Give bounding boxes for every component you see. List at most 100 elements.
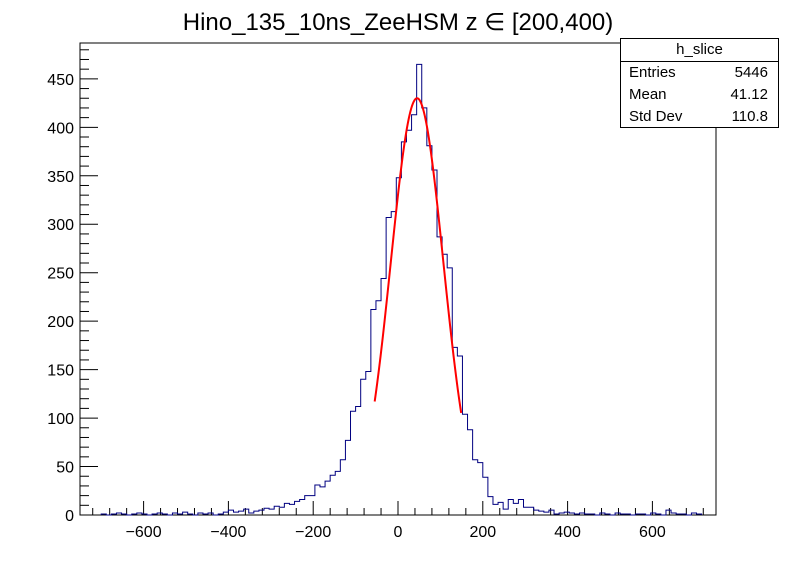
y-tick-label: 300 (47, 217, 74, 234)
histogram-bin (437, 237, 442, 515)
histogram-bin (605, 514, 610, 515)
histogram-bin (315, 485, 320, 515)
histogram-bin (396, 178, 401, 515)
histogram-bin (544, 512, 549, 515)
histogram-bin (620, 514, 625, 515)
y-tick-label: 200 (47, 314, 74, 331)
stats-value: 41.12 (730, 86, 768, 103)
histogram-bin (564, 512, 569, 515)
histogram-bin (691, 513, 696, 515)
histogram-bin (264, 508, 269, 515)
histogram-bin (376, 301, 381, 515)
histogram-bin (478, 463, 483, 515)
histogram-bin (585, 514, 590, 515)
histogram-bin (345, 440, 350, 515)
histogram-bin (676, 514, 681, 515)
histogram-bin (625, 514, 630, 515)
histogram-bin (457, 356, 462, 515)
histogram-bin (223, 512, 228, 515)
histogram-bin (233, 512, 238, 515)
histogram-outline (100, 63, 703, 516)
histogram-bin (137, 513, 142, 515)
histogram-bin (493, 504, 498, 515)
histogram-bin (641, 514, 646, 515)
stats-label: Entries (629, 64, 676, 81)
histogram-bin (340, 460, 345, 515)
histogram-bin (401, 142, 406, 515)
histogram-bin (554, 514, 559, 515)
y-tick-label: 450 (47, 72, 74, 89)
histogram-bin (513, 503, 518, 515)
y-tick-label: 100 (47, 411, 74, 428)
histogram-bin (615, 513, 620, 515)
histogram-bin (422, 108, 427, 515)
x-tick-label: −400 (210, 524, 246, 541)
chart-title: Hino_135_10ns_ZeeHSM z ∈ [200,400) (183, 9, 614, 36)
histogram-bin (122, 514, 127, 515)
y-tick-label: 0 (65, 508, 74, 525)
stats-row-stddev: Std Dev 110.8 (621, 106, 778, 128)
histogram-bin (203, 514, 208, 515)
histogram-bin (101, 514, 106, 515)
histogram-bin (356, 406, 361, 515)
histogram-series (100, 63, 703, 516)
histogram-bin (412, 115, 417, 515)
y-tick-label: 250 (47, 266, 74, 283)
histogram-bin (651, 513, 656, 515)
histogram-bin (498, 502, 503, 515)
stats-box-title: h_slice (621, 39, 778, 62)
x-tick-label: 0 (394, 524, 403, 541)
histogram-bin (152, 514, 157, 515)
histogram-bin (432, 170, 437, 515)
histogram-bin (579, 513, 584, 515)
histogram-bin (274, 506, 279, 515)
histogram-bin (549, 510, 554, 515)
stats-value: 110.8 (731, 108, 768, 125)
stats-row-mean: Mean 41.12 (621, 84, 778, 106)
histogram-bin (305, 496, 310, 515)
histogram-bin (473, 460, 478, 515)
y-tick-label: 50 (56, 460, 74, 477)
histogram-bin (208, 513, 213, 515)
histogram-bin (371, 310, 376, 515)
histogram-bin (559, 513, 564, 515)
histogram-bin (183, 512, 188, 515)
histogram-bin (518, 499, 523, 515)
histogram-bin (671, 513, 676, 515)
histogram-bin (142, 514, 147, 515)
y-tick-label: 150 (47, 363, 74, 380)
axes: −600 −400 −200 0 200 400 600 0 50 100 150 200 250 300… (47, 49, 704, 541)
histogram-bin (366, 372, 371, 515)
histogram-bin (188, 514, 193, 515)
histogram-bin (157, 513, 162, 515)
histogram-bin (320, 487, 325, 515)
histogram-bin (295, 501, 300, 515)
histogram-bin (681, 514, 686, 515)
histogram-bin (198, 513, 203, 515)
histogram-bin (325, 481, 330, 515)
histogram-bin (635, 514, 640, 515)
histogram-bin (178, 514, 183, 515)
histogram-bin (417, 64, 422, 515)
histogram-bin (656, 514, 661, 515)
histogram-bin (462, 414, 467, 515)
histogram-bin (289, 504, 294, 515)
histogram-bin (132, 514, 137, 515)
stats-row-entries: Entries 5446 (621, 62, 778, 84)
x-tick-label: −600 (126, 524, 162, 541)
histogram-bin (427, 146, 432, 515)
histogram-bin (218, 514, 223, 515)
histogram-bin (254, 511, 259, 515)
histogram-bin (249, 513, 254, 515)
histogram-bin (361, 379, 366, 515)
histogram-bin (508, 499, 513, 515)
histogram-bin (539, 511, 544, 515)
y-tick-label: 400 (47, 120, 74, 137)
histogram-bin (483, 477, 488, 515)
histogram-bin (116, 513, 121, 515)
histogram-bin (600, 513, 605, 515)
stats-label: Mean (629, 86, 667, 103)
histogram-bin (351, 411, 356, 515)
histogram-bin (524, 507, 529, 515)
